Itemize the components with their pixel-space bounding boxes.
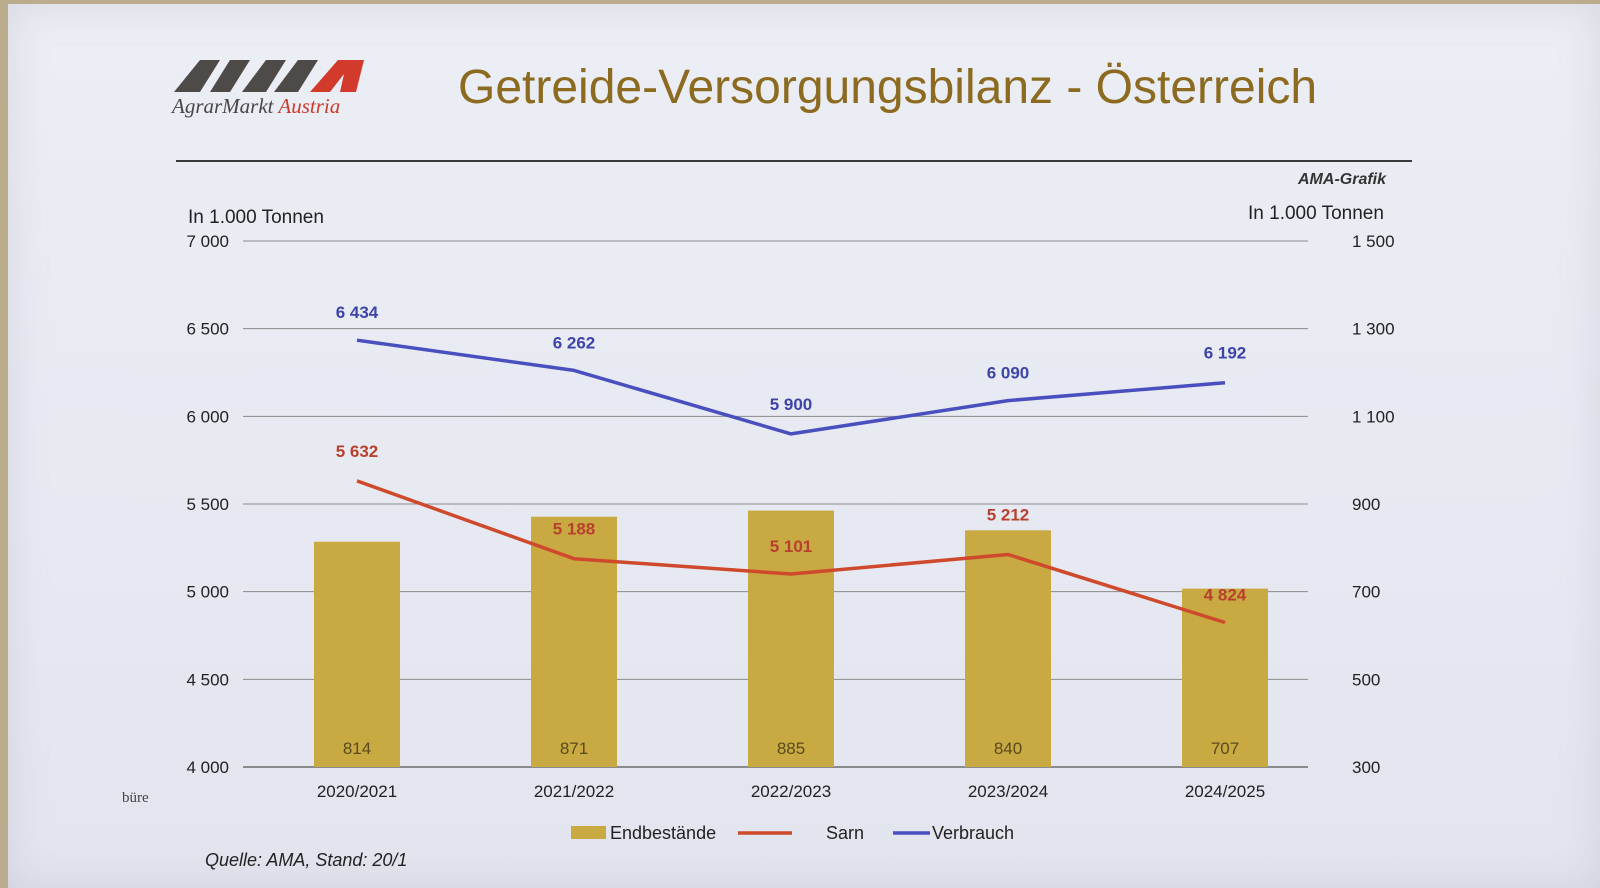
bar-value-label: 814 xyxy=(343,739,371,758)
sarn-data-label: 5 188 xyxy=(553,520,596,539)
verbrauch-data-label: 6 434 xyxy=(336,303,379,322)
left-tick-label: 6 000 xyxy=(186,407,229,426)
left-tick-label: 4 500 xyxy=(186,670,229,689)
left-tick-label: 5 000 xyxy=(186,583,229,602)
verbrauch-line xyxy=(357,340,1225,434)
left-tick-label: 6 500 xyxy=(186,320,229,339)
category-label: 2020/2021 xyxy=(317,782,397,801)
verbrauch-data-label: 6 090 xyxy=(987,364,1030,383)
bar-endbestaende xyxy=(965,530,1051,767)
sarn-data-label: 5 632 xyxy=(336,442,379,461)
right-tick-label: 1 300 xyxy=(1352,320,1395,339)
bar-value-label: 885 xyxy=(777,739,805,758)
sarn-data-label: 4 824 xyxy=(1204,586,1247,605)
right-tick-label: 500 xyxy=(1352,670,1380,689)
right-tick-label: 700 xyxy=(1352,583,1380,602)
sarn-data-label: 5 101 xyxy=(770,537,813,556)
right-tick-label: 900 xyxy=(1352,495,1380,514)
category-label: 2023/2024 xyxy=(968,782,1048,801)
category-label: 2022/2023 xyxy=(751,782,831,801)
combo-chart: 4 000 4 500 5 000 5 500 6 000 6 500 7 000 300 50… xyxy=(0,0,1600,888)
category-label: 2021/2022 xyxy=(534,782,614,801)
verbrauch-data-label: 5 900 xyxy=(770,395,813,414)
left-tick-label: 5 500 xyxy=(186,495,229,514)
sarn-data-label: 5 212 xyxy=(987,505,1030,524)
verbrauch-data-label: 6 192 xyxy=(1204,344,1247,363)
right-tick-label: 1 100 xyxy=(1352,407,1395,426)
left-tick-label: 7 000 xyxy=(186,232,229,251)
left-tick-label: 4 000 xyxy=(186,758,229,777)
bar-value-label: 707 xyxy=(1211,739,1239,758)
legend-label-verbrauch: Verbrauch xyxy=(932,823,1014,843)
legend-label-sarn: Sarn xyxy=(826,823,864,843)
bar-endbestaende xyxy=(314,542,400,767)
bar-value-label: 840 xyxy=(994,739,1022,758)
category-label: 2024/2025 xyxy=(1185,782,1265,801)
right-tick-label: 1 500 xyxy=(1352,232,1395,251)
legend-label-endbestaende: Endbestände xyxy=(610,823,716,843)
legend-swatch-endbestaende xyxy=(571,826,606,839)
right-tick-label: 300 xyxy=(1352,758,1380,777)
bar-value-label: 871 xyxy=(560,739,588,758)
verbrauch-data-label: 6 262 xyxy=(553,333,596,352)
bar-endbestaende xyxy=(531,517,617,767)
